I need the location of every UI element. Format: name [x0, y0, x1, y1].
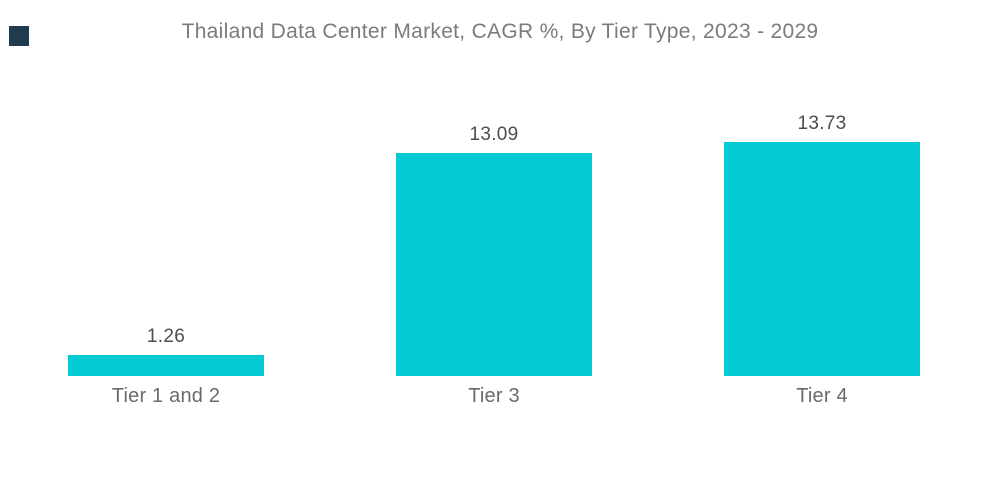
bar-group: 13.73 [658, 114, 986, 376]
bar [396, 153, 592, 376]
x-axis: Tier 1 and 2 Tier 3 Tier 4 [2, 385, 986, 408]
bar-group: 13.09 [330, 125, 658, 376]
x-axis-category-label: Tier 4 [796, 385, 848, 407]
bar-value-label: 13.09 [469, 124, 519, 146]
bar-value-label: 13.73 [797, 113, 847, 135]
bar [68, 354, 264, 376]
bar [724, 142, 920, 376]
chart-title: Thailand Data Center Market, CAGR %, By … [181, 20, 819, 43]
bar-group: 1.26 [2, 325, 330, 376]
plot-area: 1.26 13.09 13.73 [2, 0, 986, 376]
brand-logo-square [9, 26, 29, 46]
bar-value-label: 1.26 [146, 325, 186, 347]
x-axis-category-label: Tier 1 and 2 [111, 385, 221, 407]
x-axis-category-label: Tier 3 [468, 385, 520, 407]
